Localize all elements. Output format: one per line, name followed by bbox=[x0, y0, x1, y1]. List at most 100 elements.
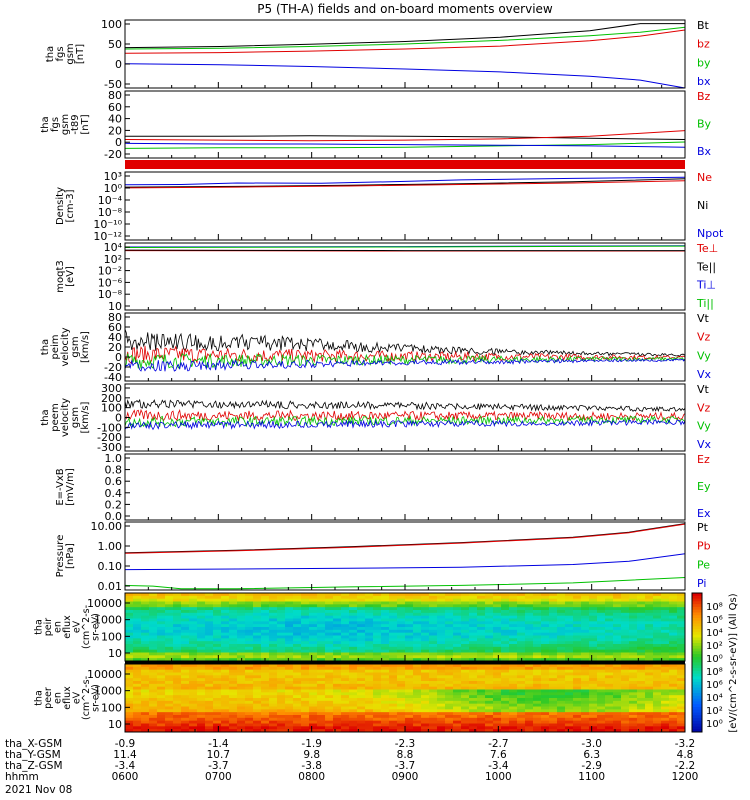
spectrogram-cell bbox=[389, 595, 398, 600]
spectrogram-cell bbox=[629, 658, 638, 662]
spectrogram-cell bbox=[165, 627, 174, 631]
y-axis-label: peim bbox=[50, 334, 61, 359]
spectrogram-cell bbox=[149, 683, 158, 688]
spectrogram-cell bbox=[661, 627, 670, 631]
spectrogram-cell bbox=[261, 678, 270, 682]
y-axis-label: velocity bbox=[60, 398, 71, 437]
spectrogram-cell bbox=[157, 726, 166, 730]
spectrogram-cell bbox=[653, 709, 662, 713]
spectrogram-cell bbox=[357, 698, 366, 702]
spectrogram-cell bbox=[205, 624, 214, 628]
spectrogram-cell bbox=[301, 612, 310, 617]
spectrogram-cell bbox=[421, 695, 430, 699]
spectrogram-cell bbox=[213, 629, 222, 634]
spectrogram-cell bbox=[477, 618, 486, 622]
spectrogram-cell bbox=[557, 635, 566, 639]
spectrogram-cell bbox=[357, 695, 366, 699]
spectrogram-cell bbox=[253, 715, 262, 719]
spectrogram-cell bbox=[517, 646, 526, 651]
spectrogram-cell bbox=[245, 646, 254, 651]
spectrogram-cell bbox=[557, 706, 566, 710]
spectrogram-cell bbox=[541, 666, 550, 671]
spectrogram-cell bbox=[581, 649, 590, 653]
spectrogram-cell bbox=[301, 615, 310, 619]
spectrogram-cell bbox=[269, 618, 278, 622]
spectrogram-cell bbox=[573, 726, 582, 730]
spectrogram-cell bbox=[405, 723, 414, 727]
spectrogram-cell bbox=[573, 632, 582, 636]
y-tick-label: 100 bbox=[101, 701, 122, 714]
spectrogram-cell bbox=[165, 695, 174, 699]
spectrogram-cell bbox=[533, 664, 542, 668]
spectrogram-cell bbox=[597, 729, 606, 733]
spectrogram-cell bbox=[157, 664, 166, 668]
spectrogram-cell bbox=[309, 692, 318, 696]
spectrogram-cell bbox=[325, 595, 334, 600]
spectrogram-cell bbox=[621, 717, 630, 722]
spectrogram-cell bbox=[165, 717, 174, 722]
spectrogram-cell bbox=[261, 624, 270, 628]
colorbar-cell bbox=[692, 709, 702, 714]
spectrogram-cell bbox=[253, 641, 262, 645]
spectrogram-cell bbox=[413, 610, 422, 614]
spectrogram-cell bbox=[517, 672, 526, 676]
spectrogram-cell bbox=[381, 618, 390, 622]
spectrogram-cell bbox=[397, 666, 406, 671]
spectrogram-cell bbox=[525, 655, 534, 659]
colorbar-tick-label: 10⁸ bbox=[706, 602, 723, 613]
spectrogram-cell bbox=[421, 664, 430, 668]
spectrogram-cell bbox=[669, 624, 678, 628]
spectrogram-cell bbox=[341, 627, 350, 631]
spectrogram-cell bbox=[645, 729, 654, 733]
spectrogram-cell bbox=[221, 652, 230, 656]
spectrogram-cell bbox=[397, 607, 406, 611]
spectrogram-cell bbox=[317, 632, 326, 636]
spectrogram-cell bbox=[421, 604, 430, 608]
spectrogram-cell bbox=[677, 689, 686, 693]
spectrogram-cell bbox=[349, 695, 358, 699]
spectrogram-cell bbox=[165, 703, 174, 707]
spectrogram-cell bbox=[597, 655, 606, 659]
spectrogram-cell bbox=[205, 607, 214, 611]
spectrogram-cell bbox=[661, 618, 670, 622]
spectrogram-cell bbox=[189, 627, 198, 631]
spectrogram-cell bbox=[589, 607, 598, 611]
spectrogram-cell bbox=[677, 604, 686, 608]
spectrogram-cell bbox=[205, 604, 214, 608]
spectrogram-cell bbox=[189, 618, 198, 622]
spectrogram-cell bbox=[509, 655, 518, 659]
spectrogram-cell bbox=[365, 706, 374, 710]
spectrogram-cell bbox=[445, 706, 454, 710]
spectrogram-cell bbox=[445, 669, 454, 673]
spectrogram-cell bbox=[221, 615, 230, 619]
spectrogram-cell bbox=[645, 726, 654, 730]
spectrogram-cell bbox=[125, 669, 134, 673]
spectrogram-cell bbox=[517, 666, 526, 671]
spectrogram-cell bbox=[405, 652, 414, 656]
spectrogram-cell bbox=[661, 646, 670, 651]
spectrogram-cell bbox=[269, 712, 278, 716]
spectrogram-cell bbox=[421, 641, 430, 645]
spectrogram-cell bbox=[517, 601, 526, 605]
spectrogram-cell bbox=[405, 641, 414, 645]
colorbar-cell bbox=[692, 715, 702, 719]
spectrogram-cell bbox=[333, 598, 342, 602]
spectrogram-cell bbox=[197, 604, 206, 608]
spectrogram-cell bbox=[429, 629, 438, 634]
spectrogram-cell bbox=[605, 615, 614, 619]
spectrogram-cell bbox=[557, 666, 566, 671]
spectrogram-cell bbox=[397, 658, 406, 662]
spectrogram-cell bbox=[341, 729, 350, 733]
spectrogram-cell bbox=[365, 635, 374, 639]
spectrogram-cell bbox=[381, 692, 390, 696]
spectrogram-cell bbox=[637, 644, 646, 648]
spectrogram-cell bbox=[413, 675, 422, 679]
spectrogram-cell bbox=[325, 618, 334, 622]
spectrogram-cell bbox=[573, 655, 582, 659]
spectrogram-cell bbox=[181, 629, 190, 634]
spectrogram-cell bbox=[477, 717, 486, 722]
spectrogram-cell bbox=[325, 692, 334, 696]
spectrogram-cell bbox=[349, 629, 358, 634]
spectrogram-cell bbox=[565, 712, 574, 716]
spectrogram-cell bbox=[493, 635, 502, 639]
